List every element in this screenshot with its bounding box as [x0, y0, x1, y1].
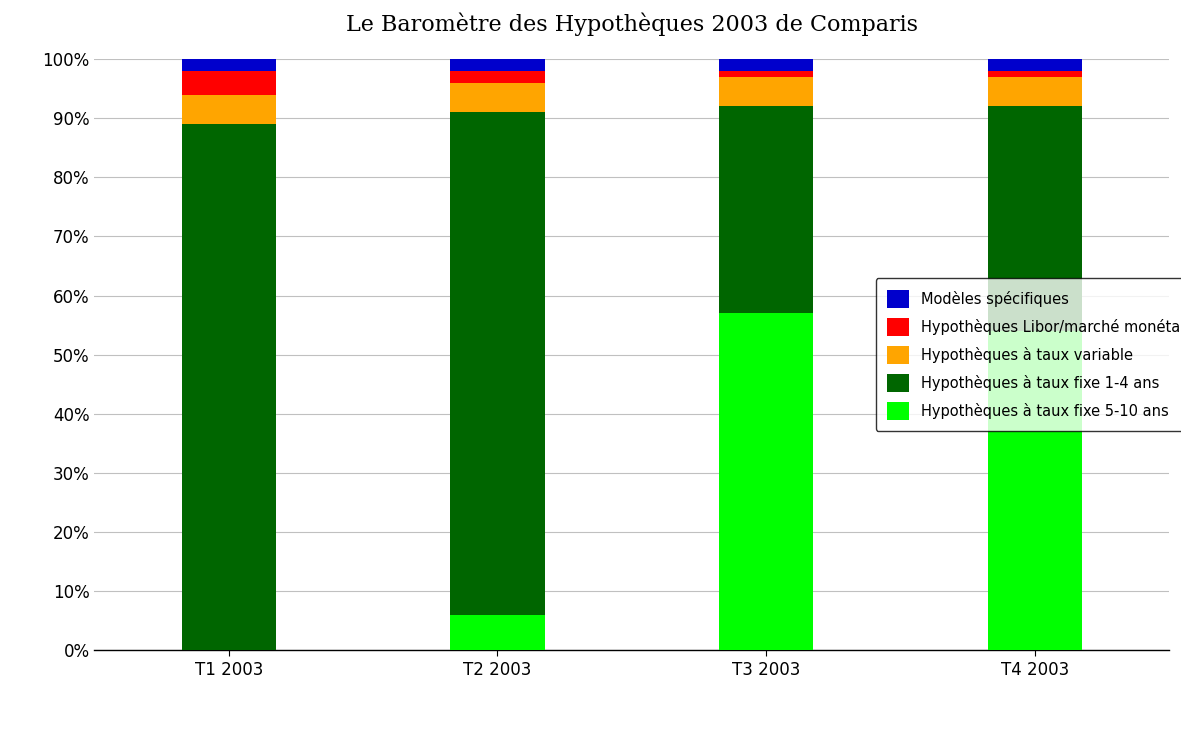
- Title: Le Baromètre des Hypothèques 2003 de Comparis: Le Baromètre des Hypothèques 2003 de Com…: [346, 13, 918, 36]
- Bar: [719, 313, 814, 650]
- Bar: [450, 112, 544, 615]
- Bar: [719, 77, 814, 106]
- Bar: [719, 59, 814, 71]
- Bar: [719, 71, 814, 77]
- Bar: [987, 71, 1082, 77]
- Bar: [450, 615, 544, 650]
- Bar: [182, 95, 276, 124]
- Bar: [182, 124, 276, 650]
- Legend: Modèles spécifiques, Hypothèques Libor/marché monétaire, Hypothèques à taux vari: Modèles spécifiques, Hypothèques Libor/m…: [875, 278, 1181, 432]
- Bar: [987, 331, 1082, 650]
- Bar: [450, 83, 544, 112]
- Bar: [450, 59, 544, 71]
- Bar: [987, 59, 1082, 71]
- Bar: [719, 106, 814, 313]
- Bar: [450, 71, 544, 83]
- Bar: [987, 106, 1082, 331]
- Bar: [987, 77, 1082, 106]
- Bar: [182, 59, 276, 71]
- Bar: [182, 71, 276, 95]
